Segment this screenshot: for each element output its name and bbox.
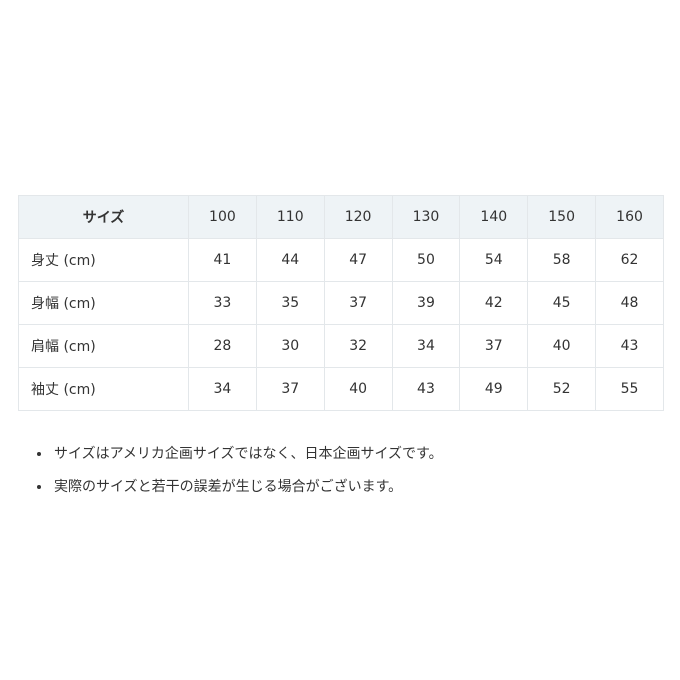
table-row: 身幅 (cm) 33 35 37 39 42 45 48 xyxy=(18,281,664,325)
table-cell: 39 xyxy=(391,281,461,325)
table-cell: 49 xyxy=(459,367,529,411)
table-cell: 37 xyxy=(323,281,393,325)
table-cell: 42 xyxy=(459,281,529,325)
table-cell: 40 xyxy=(527,324,597,368)
table-cell: 48 xyxy=(595,281,664,325)
table-cell: 34 xyxy=(188,367,257,411)
table-cell: 44 xyxy=(255,238,325,282)
size-column-header: 160 xyxy=(595,195,664,239)
table-cell: 45 xyxy=(527,281,597,325)
row-label: 身丈 (cm) xyxy=(18,238,189,282)
table-cell: 37 xyxy=(255,367,325,411)
table-cell: 58 xyxy=(527,238,597,282)
table-cell: 41 xyxy=(188,238,257,282)
table-cell: 43 xyxy=(391,367,461,411)
size-table: サイズ 100 110 120 130 140 150 160 身丈 (cm) 41 44 47 5… xyxy=(18,195,664,411)
size-column-header: 100 xyxy=(188,195,257,239)
table-cell: 32 xyxy=(323,324,393,368)
row-label: 袖丈 (cm) xyxy=(18,367,189,411)
size-column-header: 120 xyxy=(323,195,393,239)
table-cell: 35 xyxy=(255,281,325,325)
table-cell: 43 xyxy=(595,324,664,368)
header-row: サイズ 100 110 120 130 140 150 160 xyxy=(18,195,664,239)
table-cell: 62 xyxy=(595,238,664,282)
table-cell: 37 xyxy=(459,324,529,368)
note-item: サイズはアメリカ企画サイズではなく、日本企画サイズです。 xyxy=(52,438,443,471)
table-cell: 30 xyxy=(255,324,325,368)
table-row: 身丈 (cm) 41 44 47 50 54 58 62 xyxy=(18,238,664,282)
table-cell: 55 xyxy=(595,367,664,411)
note-item: 実際のサイズと若干の誤差が生じる場合がございます。 xyxy=(52,471,443,504)
table-cell: 50 xyxy=(391,238,461,282)
row-label: 肩幅 (cm) xyxy=(18,324,189,368)
size-column-header: 110 xyxy=(255,195,325,239)
notes-list: サイズはアメリカ企画サイズではなく、日本企画サイズです。 実際のサイズと若干の誤… xyxy=(32,438,443,504)
size-header: サイズ xyxy=(18,195,189,239)
table-row: 肩幅 (cm) 28 30 32 34 37 40 43 xyxy=(18,324,664,368)
table-cell: 28 xyxy=(188,324,257,368)
table-cell: 52 xyxy=(527,367,597,411)
size-column-header: 140 xyxy=(459,195,529,239)
table-cell: 47 xyxy=(323,238,393,282)
table-cell: 34 xyxy=(391,324,461,368)
row-label: 身幅 (cm) xyxy=(18,281,189,325)
table-cell: 33 xyxy=(188,281,257,325)
table-cell: 54 xyxy=(459,238,529,282)
size-column-header: 150 xyxy=(527,195,597,239)
table-row: 袖丈 (cm) 34 37 40 43 49 52 55 xyxy=(18,367,664,411)
table-cell: 40 xyxy=(323,367,393,411)
size-column-header: 130 xyxy=(391,195,461,239)
